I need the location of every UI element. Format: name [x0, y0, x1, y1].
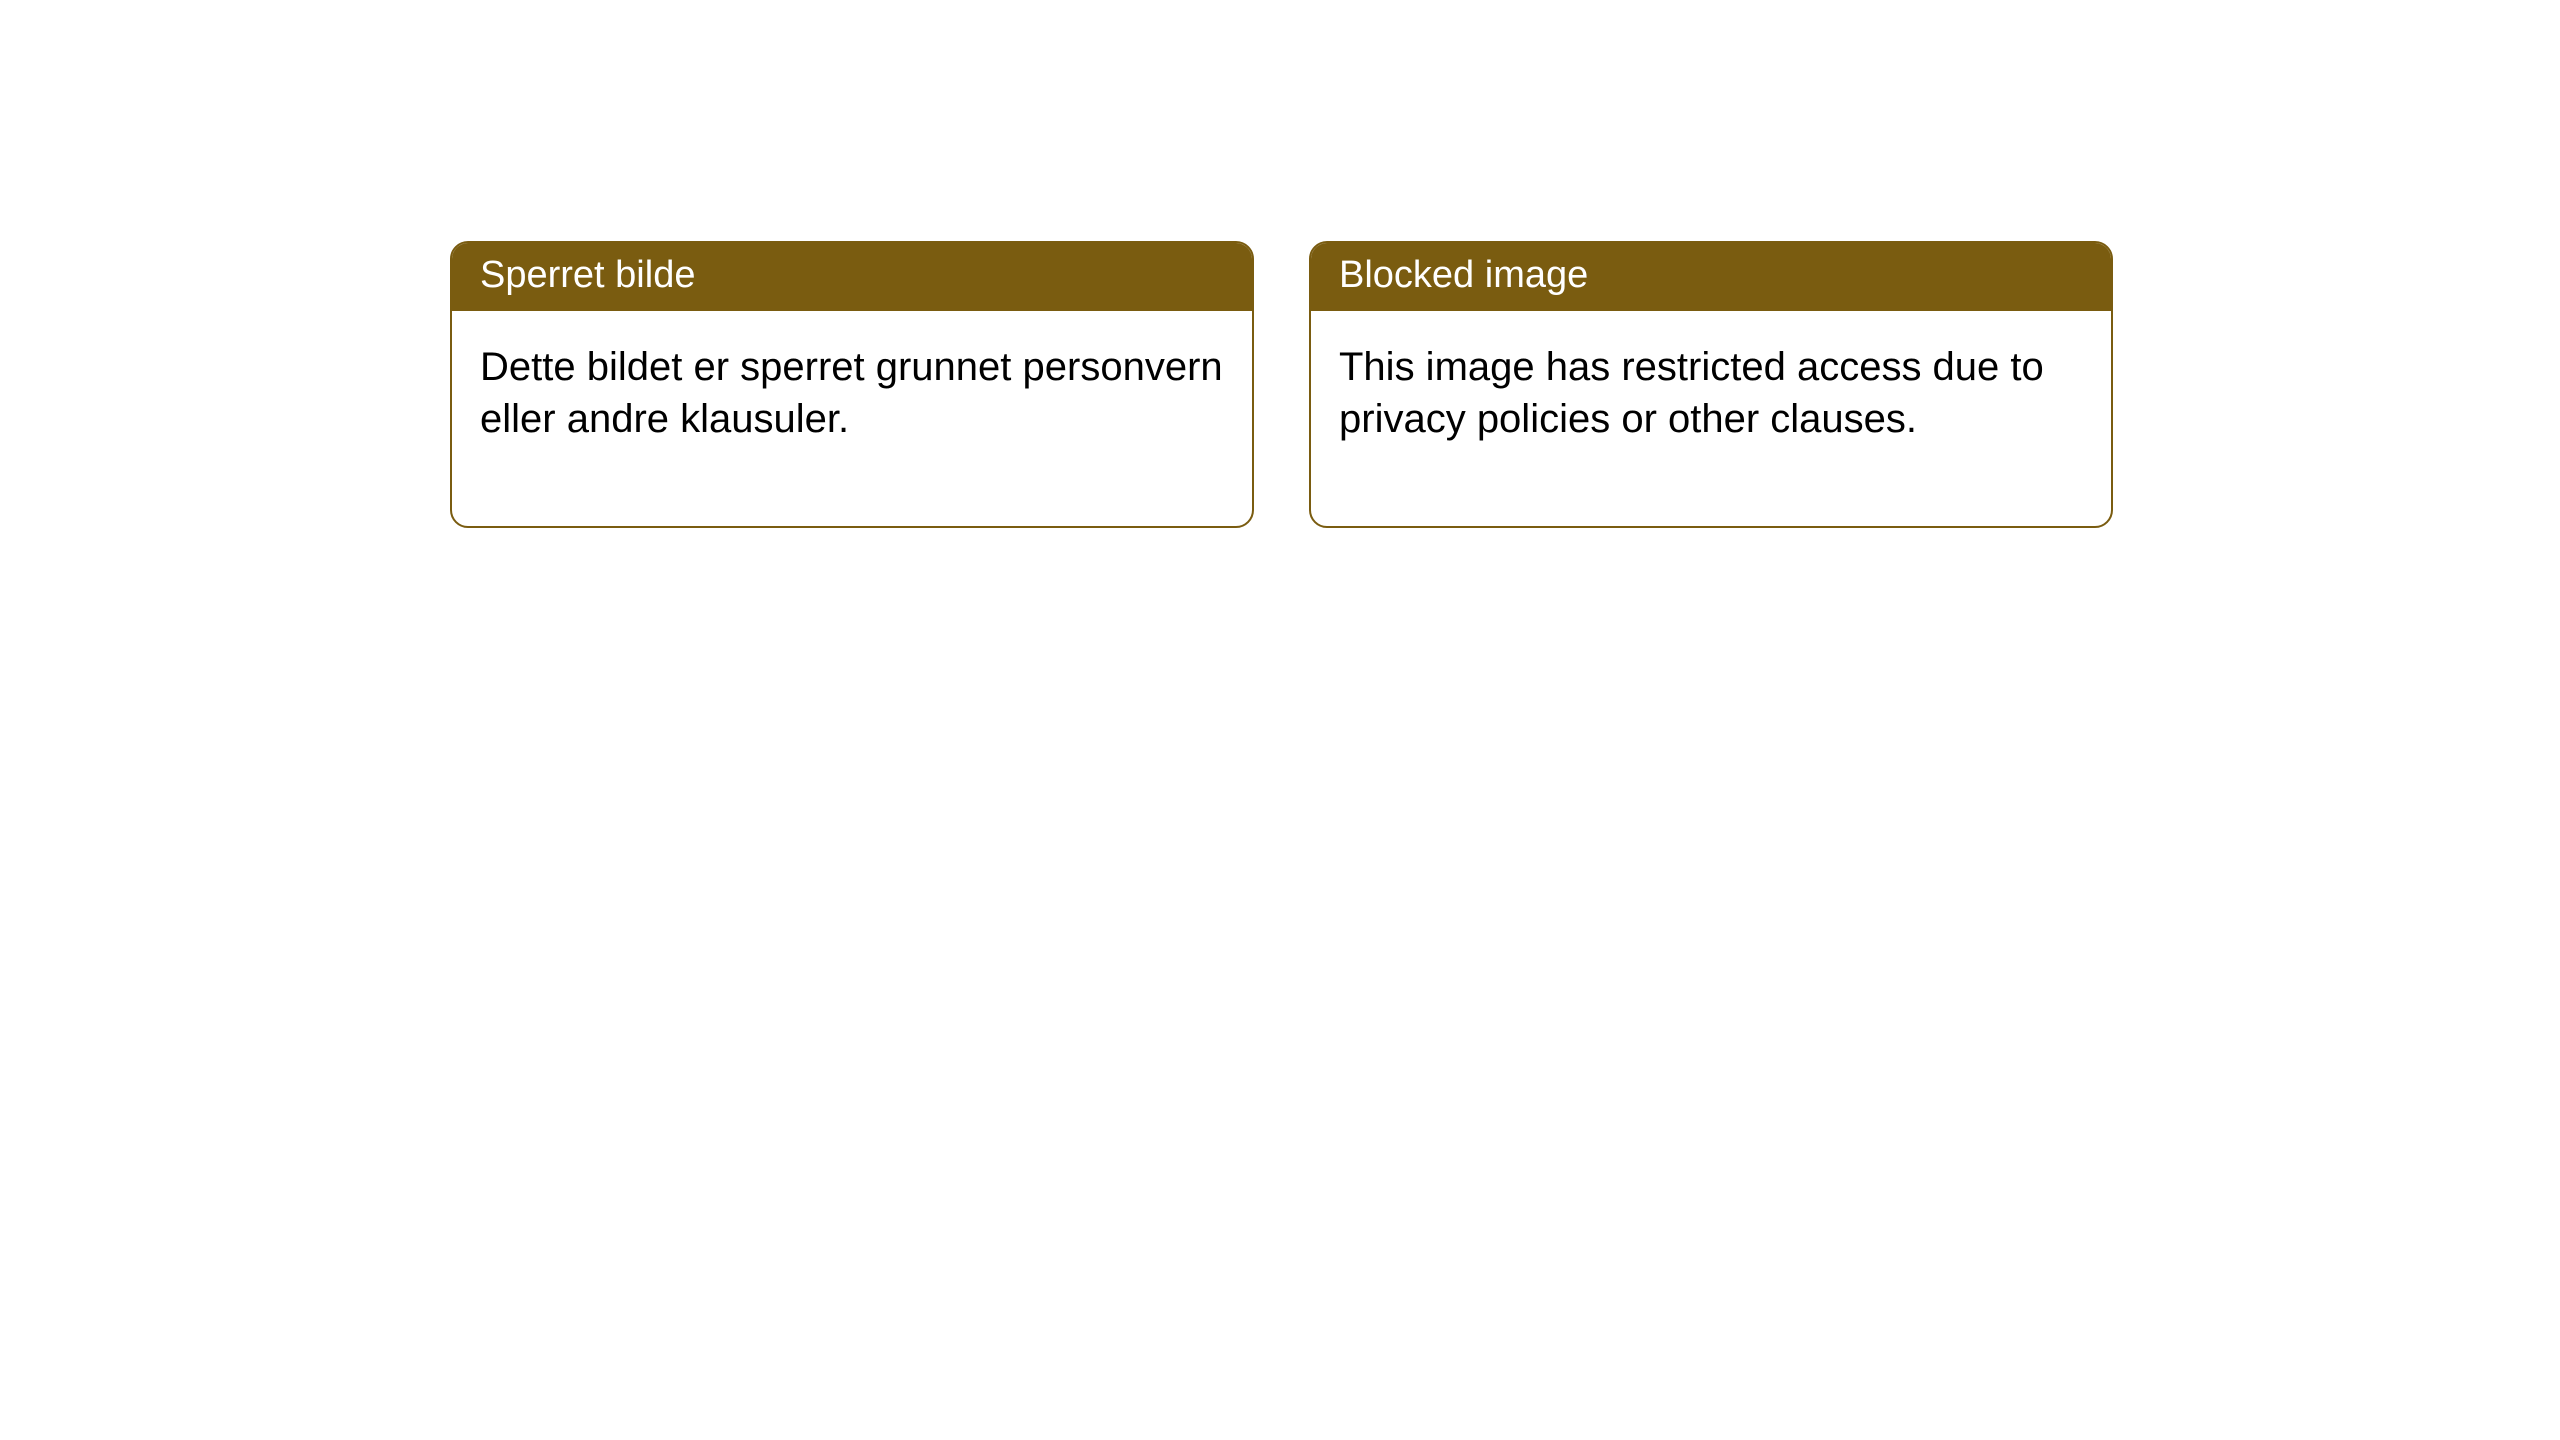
notice-title-norwegian: Sperret bilde	[452, 243, 1252, 311]
notice-body-english: This image has restricted access due to …	[1311, 311, 2111, 527]
notice-card-norwegian: Sperret bilde Dette bildet er sperret gr…	[450, 241, 1254, 528]
notice-card-english: Blocked image This image has restricted …	[1309, 241, 2113, 528]
notice-title-english: Blocked image	[1311, 243, 2111, 311]
notice-container: Sperret bilde Dette bildet er sperret gr…	[0, 0, 2560, 528]
notice-body-norwegian: Dette bildet er sperret grunnet personve…	[452, 311, 1252, 527]
